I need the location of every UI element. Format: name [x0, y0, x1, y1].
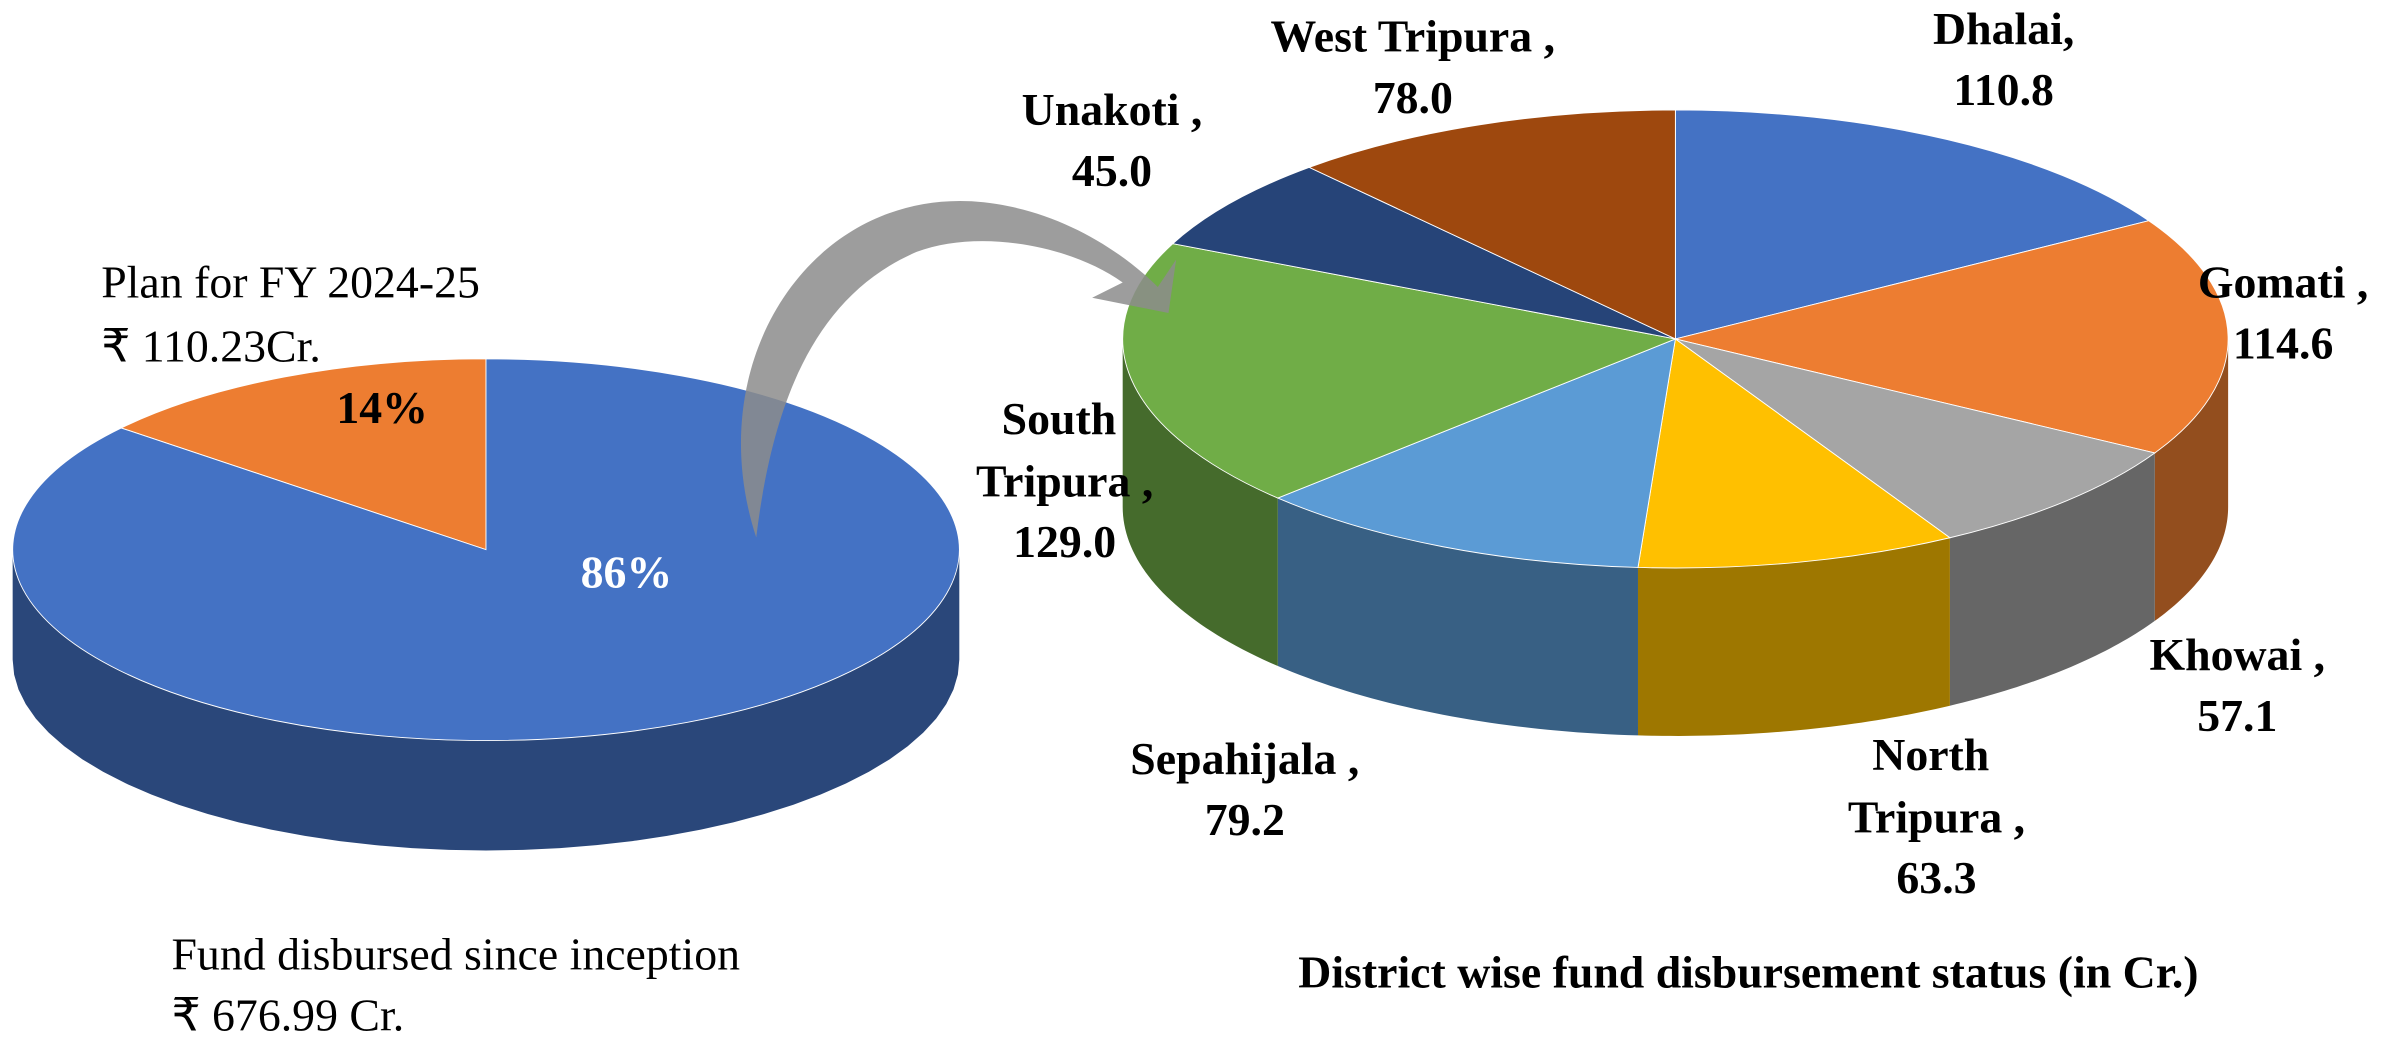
slice-side [2154, 338, 2229, 621]
slice-side [1122, 338, 1278, 667]
value-label: 110.8 [1953, 64, 2054, 115]
slice-label: West Tripura , [1271, 11, 1556, 62]
pies [12, 109, 2229, 851]
slice-label: Unakoti , [1022, 84, 1203, 135]
connector-arrow [740, 201, 1177, 538]
slice-side [12, 549, 960, 851]
annotation: ₹ 676.99 Cr. [171, 989, 404, 1040]
slice-side [1949, 452, 2155, 706]
slice-side [1637, 537, 1950, 736]
slice [1675, 220, 2229, 454]
slice [1308, 109, 1676, 340]
slice [120, 358, 487, 551]
value-label: 57.1 [2197, 690, 2277, 741]
value-label: 78.0 [1373, 72, 1453, 123]
value-label: 79.2 [1205, 794, 1285, 845]
slice [1675, 338, 2156, 539]
value-label: 86% [581, 547, 673, 598]
slice [1276, 338, 1676, 568]
annotation: Fund disbursed since inception [171, 928, 740, 979]
slice-label: South Tripura , [976, 392, 1153, 506]
value-label: 45.0 [1072, 145, 1152, 196]
slice-label: Sepahijala , [1130, 733, 1359, 784]
slice-label: Khowai , [2149, 629, 2325, 680]
slice-label: Dhalai, [1933, 3, 2074, 54]
annotation: Plan for FY 2024-25 [101, 257, 480, 308]
value-label: 129.0 [1013, 516, 1116, 567]
slice [1637, 338, 1951, 569]
chart-title: District wise fund disbursement status (… [1298, 947, 2198, 998]
value-label: 63.3 [1896, 852, 1976, 903]
slice-side [1277, 498, 1638, 736]
slice [1674, 109, 2150, 340]
slice [1171, 166, 1676, 340]
slice-label: North Tripura , [1848, 728, 2025, 842]
value-label: 114.6 [2233, 318, 2334, 369]
value-label: 14% [336, 382, 428, 433]
annotation: ₹ 110.23Cr. [101, 321, 321, 372]
slice [12, 358, 960, 741]
slice-label: Gomati , [2198, 257, 2368, 308]
